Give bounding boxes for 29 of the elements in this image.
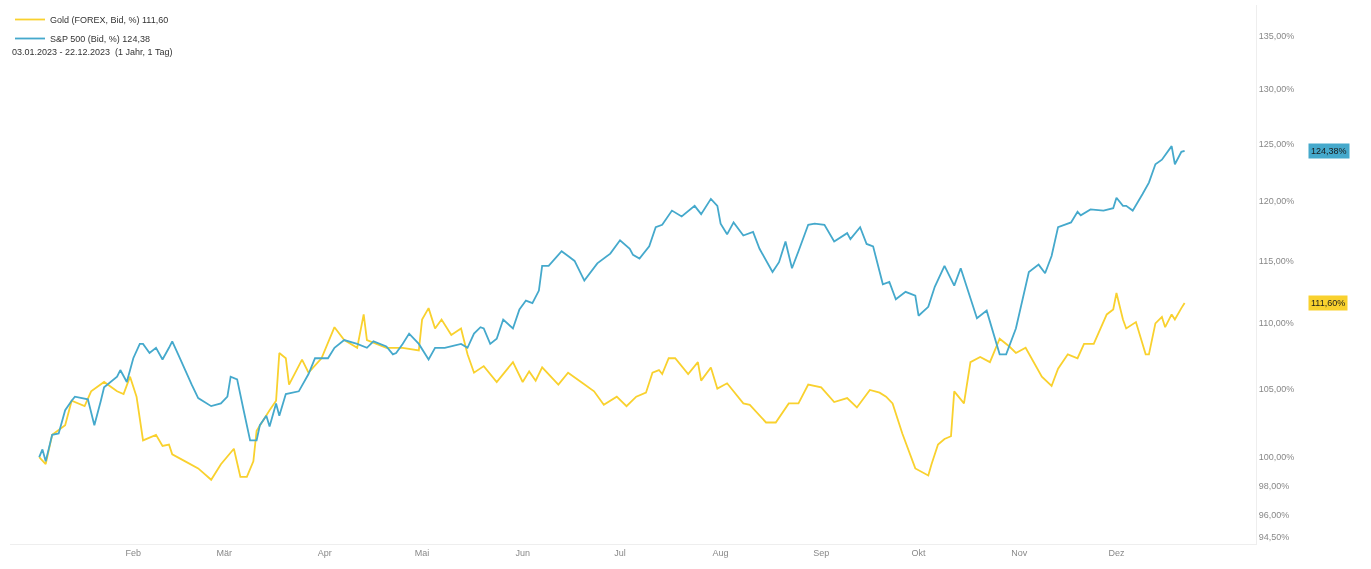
text: 111,60%	[1311, 298, 1346, 308]
y-tick-label: 94,50%	[1258, 531, 1290, 542]
text: 124,38%	[1311, 146, 1347, 156]
x-tick-label: Apr	[317, 547, 332, 558]
y-tick-label: 110,00%	[1258, 318, 1294, 329]
x-tick-label: Mär	[216, 547, 232, 558]
y-tick-label: 98,00%	[1258, 480, 1290, 491]
legend-label: S&P 500 (Bid, %) 124,38	[50, 34, 150, 45]
annotation: 03.01.2023 - 22.12.2023 (1 Jahr, 1 Tag)	[12, 47, 173, 57]
x-tick-label: Sep	[813, 547, 830, 558]
y-tick-label: 100,00%	[1258, 452, 1295, 463]
x-tick-label: Aug	[712, 547, 729, 558]
y-tick-label: 96,00%	[1258, 509, 1290, 520]
x-tick-label: Mai	[414, 547, 430, 558]
x-tick-label: Okt	[911, 547, 927, 558]
x-tick-label: Dez	[1108, 547, 1125, 558]
x-tick-label: Feb	[125, 547, 142, 558]
x-tick-label: Nov	[1011, 547, 1028, 558]
line-series	[38, 145, 1186, 463]
y-tick-label: 125,00%	[1258, 139, 1295, 150]
y-tick-label: 105,00%	[1258, 383, 1295, 394]
x-tick-label: Jun	[515, 547, 530, 558]
y-tick-label: 115,00%	[1258, 256, 1294, 267]
y-tick-label: 120,00%	[1258, 196, 1295, 207]
line-series	[38, 292, 1186, 481]
y-tick-label: 135,00%	[1258, 31, 1295, 41]
x-tick-label: Jul	[614, 547, 626, 558]
legend-label: Gold (FOREX, Bid, %) 111,60	[50, 15, 169, 26]
y-tick-label: 130,00%	[1258, 83, 1295, 94]
